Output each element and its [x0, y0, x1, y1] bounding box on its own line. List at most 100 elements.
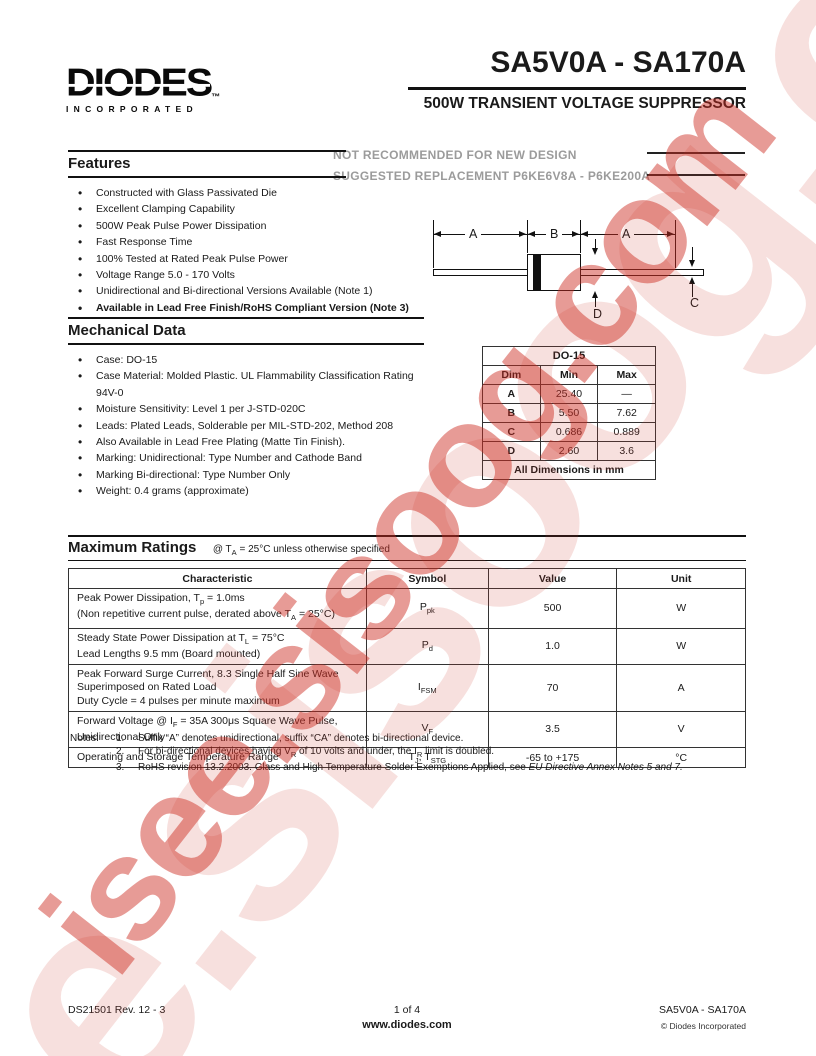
symbol-cell: Ppk	[365, 588, 489, 629]
characteristic-cell: Forward Voltage @ IF = 35A 300μs Square …	[68, 710, 367, 749]
feature-item: Unidirectional and Bi-directional Versio…	[68, 283, 438, 300]
do15-cell: 7.62	[597, 403, 656, 423]
note-item: 3. RoHS revision 13.2.2003. Glass and Hig…	[70, 762, 760, 775]
notes-section: Notes: 1. Suffix “A” denotes unidirectiona…	[70, 733, 760, 774]
features-heading: Features	[68, 150, 346, 178]
extension-line	[527, 220, 528, 253]
notice-rule-bottom	[647, 174, 745, 176]
note-item: 2. For bi-directional devices having VR o…	[70, 746, 760, 762]
mechanical-data-item: Weight: 0.4 grams (approximate)	[68, 483, 428, 500]
ratings-column-header: Value	[487, 568, 618, 589]
unit-cell: A	[616, 664, 746, 712]
dim-label-b: B	[546, 228, 563, 240]
characteristic-cell: Steady State Power Dissipation at TL = 7…	[68, 627, 367, 666]
feature-item: Voltage Range 5.0 - 170 Volts	[68, 267, 438, 284]
dim-c-arrow-line	[692, 247, 693, 261]
logo-tagline: INCORPORATED	[66, 103, 198, 114]
ratings-header-row: Characteristic Symbol Value Unit	[68, 568, 746, 589]
note-number: 1.	[116, 733, 125, 744]
do15-dimensions-table: DO-15 Dim Min Max A 25.40— B 5.50 7.62 C 0.686 0.…	[482, 346, 656, 480]
replacement-notice: NOT RECOMMENDED FOR NEW DESIGN SUGGESTED…	[333, 145, 653, 187]
dim-d-arrow-line	[595, 297, 596, 307]
ratings-column-header: Characteristic	[68, 568, 367, 589]
do15-row: B 5.50 7.62	[482, 403, 656, 423]
mechanical-data-item: Marking: Unidirectional: Type Number and…	[68, 450, 428, 467]
arrowhead-icon	[528, 231, 535, 237]
notice-line-2: SUGGESTED REPLACEMENT P6KE6V8A - P6KE200…	[333, 169, 651, 183]
dim-label-a-left: A	[465, 228, 482, 240]
trademark-symbol: ™	[211, 91, 221, 102]
do15-cell: C	[482, 422, 541, 442]
cathode-band	[533, 255, 541, 290]
do15-cell: 2.60	[539, 441, 599, 461]
characteristic-cell: Peak Forward Surge Current, 8.3 Single H…	[68, 664, 367, 712]
diode-lead-left	[433, 269, 529, 276]
maximum-ratings-heading: Maximum Ratings	[68, 539, 197, 556]
mechanical-data-item: Moisture Sensitivity: Level 1 per J-STD-…	[68, 401, 428, 418]
features-section: Features Constructed with Glass Passivat…	[68, 150, 409, 317]
arrowhead-icon	[689, 260, 695, 267]
ratings-row: Peak Forward Surge Current, 8.3 Single H…	[68, 664, 746, 712]
ratings-column-header: Unit	[616, 568, 746, 589]
notes-label	[70, 762, 116, 775]
do15-row: A 25.40—	[482, 384, 656, 404]
features-list: Constructed with Glass Passivated DieExc…	[68, 185, 438, 317]
do15-table-footer: All Dimensions in mm	[482, 460, 656, 480]
dim-label-c: C	[686, 297, 704, 309]
symbol-cell: Pd	[365, 627, 489, 666]
mechanical-data-item: Leads: Plated Leads, Solderable per MIL-…	[68, 418, 428, 435]
do15-cell: A	[482, 384, 541, 404]
mechanical-data-item: Marking Bi-directional: Type Number Only	[68, 467, 428, 484]
footer-doc-ref: DS21501 Rev. 12 - 3	[68, 1004, 166, 1016]
diodes-logo: DIODES™ INCORPORATED	[66, 63, 266, 114]
ratings-column-header: Symbol	[365, 568, 489, 589]
mechanical-data-list: Case: DO-15Case Material: Molded Plastic…	[68, 352, 428, 500]
feature-item: 100% Tested at Rated Peak Pulse Power	[68, 251, 438, 268]
do15-row: C 0.686 0.889	[482, 422, 656, 442]
notice-line-1: NOT RECOMMENDED FOR NEW DESIGN	[333, 148, 577, 162]
do15-column-header: Max	[597, 365, 656, 385]
do15-cell: B	[482, 403, 541, 423]
characteristic-cell: Peak Power Dissipation, Tp = 1.0ms (Non r…	[68, 588, 367, 629]
footer-part-number: SA5V0A - SA170A	[659, 1004, 746, 1016]
feature-item: Fast Response Time	[68, 234, 438, 251]
note-item: Notes: 1. Suffix “A” denotes unidirectiona…	[70, 733, 760, 746]
arrowhead-icon	[572, 231, 579, 237]
ratings-row: Steady State Power Dissipation at TL = 7…	[68, 627, 746, 666]
arrowhead-icon	[592, 248, 598, 255]
footer-page-number: 1 of 4	[393, 1004, 421, 1016]
dim-c-arrow-line	[692, 283, 693, 297]
dim-label-d: D	[589, 308, 607, 320]
value-cell: 500	[487, 588, 618, 629]
do15-cell: 5.50	[539, 403, 599, 423]
page-title: SA5V0A - SA170A	[408, 46, 746, 90]
feature-item: Excellent Clamping Capability	[68, 201, 438, 218]
ratings-row: Peak Power Dissipation, Tp = 1.0ms (Non r…	[68, 588, 746, 629]
do15-cell: 0.889	[597, 422, 656, 442]
footer-website: www.diodes.com	[362, 1019, 452, 1031]
maximum-ratings-table: Characteristic Symbol Value Unit Peak Power…	[68, 568, 746, 769]
feature-item: Constructed with Glass Passivated Die	[68, 185, 438, 202]
notes-label: Notes:	[70, 733, 99, 744]
diodes-wordmark: DIODES™	[66, 63, 221, 102]
page-subtitle: 500W TRANSIENT VOLTAGE SUPPRESSOR	[423, 95, 746, 112]
value-cell: 70	[487, 664, 618, 712]
extension-line	[675, 220, 676, 268]
ratings-row: Operating and Storage Temperature Range T…	[68, 747, 746, 769]
feature-item: 500W Peak Pulse Power Dissipation	[68, 218, 438, 235]
arrowhead-icon	[519, 231, 526, 237]
do15-cell: 25.40	[539, 384, 599, 404]
ratings-condition: @ TA = 25°C unless otherwise specified	[212, 544, 390, 557]
dim-label-a-right: A	[618, 228, 635, 240]
do15-cell: 3.6	[597, 441, 656, 461]
arrowhead-icon	[592, 291, 598, 298]
characteristic-cell: Operating and Storage Temperature Range	[68, 747, 367, 769]
extension-line	[580, 220, 581, 253]
do15-cell: 0.686	[539, 422, 599, 442]
footer-copyright: © Diodes Incorporated	[660, 1021, 746, 1031]
title-block: SA5V0A - SA170A 500W TRANSIENT VOLTAGE S…	[408, 46, 746, 113]
arrowhead-icon	[689, 277, 695, 284]
value-cell: 1.0	[487, 627, 618, 666]
do15-cell: D	[482, 441, 541, 461]
